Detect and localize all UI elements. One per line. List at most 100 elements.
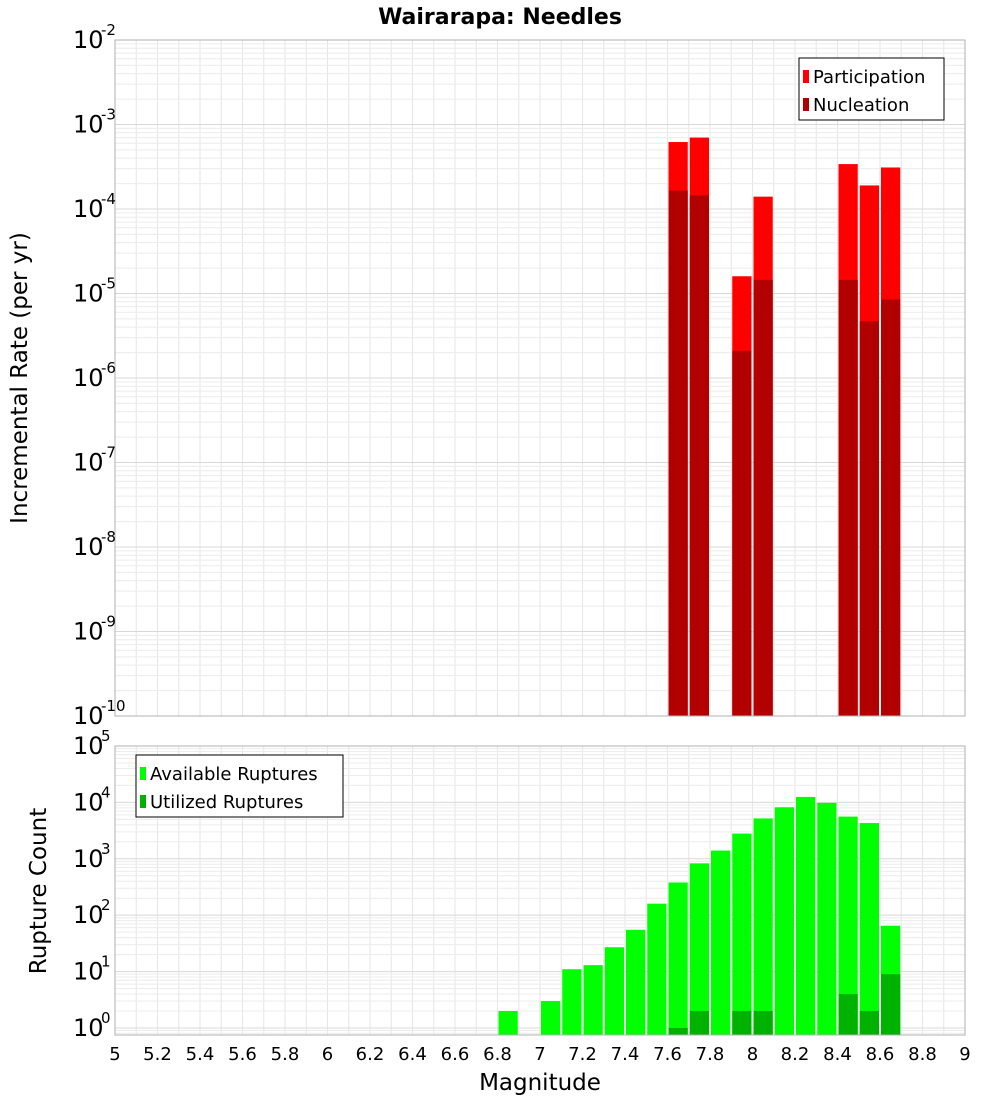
bar-nucleation [838,279,858,716]
bar-utilized-ruptures [668,1027,688,1035]
y-tick-exponent: 0 [101,1009,111,1027]
bottom-bars [498,796,901,1035]
bar-nucleation [859,321,879,716]
top-plot-frame [114,39,966,717]
bar-available-ruptures [562,969,582,1035]
x-tick-label: 5.2 [143,1044,172,1065]
x-tick-label: 6 [322,1044,333,1065]
x-tick-label: 7.2 [568,1044,597,1065]
bottom-plot-frame [114,745,966,1036]
chart-title: Wairarapa: Needles [378,5,622,30]
y-tick-exponent: -10 [101,697,126,715]
x-tick-label: 5.4 [186,1044,215,1065]
bar-nucleation [753,279,773,716]
bar-available-ruptures [732,833,752,1035]
y-tick-label: 10 [73,449,104,477]
bar-utilized-ruptures [753,1010,773,1035]
top-y-axis-label: Incremental Rate (per yr) [7,232,33,524]
y-tick-label: 10 [73,702,104,730]
x-tick-label: 7.4 [611,1044,640,1065]
x-tick-label: 6.2 [356,1044,385,1065]
y-tick-label: 10 [73,280,104,308]
y-tick-label: 10 [73,618,104,646]
bar-available-ruptures [626,929,646,1035]
bar-available-ruptures [668,882,688,1035]
bar-utilized-ruptures [732,1010,752,1035]
bar-nucleation [732,350,752,716]
y-tick-exponent: -2 [101,21,116,39]
x-tick-label: 7 [534,1044,545,1065]
x-axis-label: Magnitude [479,1070,601,1096]
y-tick-exponent: -9 [101,613,116,631]
bar-available-ruptures [774,807,794,1035]
bar-nucleation [689,195,709,717]
x-tick-label: 5.8 [271,1044,300,1065]
y-tick-exponent: 2 [101,896,111,914]
y-tick-label: 10 [73,364,104,392]
top-bars [668,137,901,717]
x-tick-label: 8.2 [781,1044,810,1065]
x-tick-label: 6.6 [441,1044,470,1065]
legend-box [798,57,945,121]
y-tick-label: 10 [73,732,104,760]
x-tick-label: 6.8 [483,1044,512,1065]
x-tick-label: 8.4 [823,1044,852,1065]
legend-label: Utilized Ruptures [150,792,303,813]
x-tick-label: 7.8 [696,1044,725,1065]
bottom-legend: Available Ruptures Utilized Ruptures [135,754,344,818]
y-tick-label: 10 [73,26,104,54]
bar-available-ruptures [796,796,816,1035]
x-tick-label: 5.6 [228,1044,257,1065]
bar-utilized-ruptures [881,974,901,1035]
y-tick-exponent: 1 [101,953,111,971]
legend-swatch [140,795,146,808]
bar-available-ruptures [604,947,624,1035]
y-tick-label: 10 [73,111,104,139]
y-tick-exponent: -6 [101,359,116,377]
y-tick-exponent: -3 [101,106,116,124]
bar-utilized-ruptures [689,1010,709,1035]
bar-available-ruptures [689,863,709,1035]
bar-available-ruptures [647,903,667,1035]
y-tick-label: 10 [73,958,104,986]
y-tick-label: 10 [73,845,104,873]
x-tick-label: 8.8 [908,1044,937,1065]
x-tick-label: 7.6 [653,1044,682,1065]
bar-available-ruptures [838,816,858,1035]
bar-nucleation [881,299,901,716]
y-tick-exponent: -5 [101,275,116,293]
x-tick-label: 5 [109,1044,120,1065]
y-tick-exponent: 5 [101,727,111,745]
y-tick-label: 10 [73,533,104,561]
legend-swatch [803,98,809,111]
x-tick-label: 8 [747,1044,758,1065]
y-tick-exponent: -7 [101,444,116,462]
legend-label: Available Ruptures [150,764,318,785]
y-tick-label: 10 [73,788,104,816]
bar-available-ruptures [859,823,879,1035]
bar-utilized-ruptures [838,994,858,1035]
top-legend: Participation Nucleation [798,57,945,121]
bar-utilized-ruptures [859,1010,879,1035]
y-tick-label: 10 [73,1014,104,1042]
y-tick-exponent: -8 [101,528,116,546]
bar-available-ruptures [498,1010,518,1035]
bar-available-ruptures [711,850,731,1035]
legend-swatch [140,767,146,780]
y-tick-exponent: 4 [101,783,111,801]
x-tick-label: 6.4 [398,1044,427,1065]
y-tick-exponent: -4 [101,190,116,208]
top-grid [114,40,966,717]
x-tick-label: 8.6 [866,1044,895,1065]
legend-box [135,754,344,818]
x-tick-label: 9 [959,1044,970,1065]
legend-label: Participation [813,67,925,88]
bottom-y-axis-label: Rupture Count [26,808,52,974]
y-tick-exponent: 3 [101,840,111,858]
bar-nucleation [668,190,688,716]
